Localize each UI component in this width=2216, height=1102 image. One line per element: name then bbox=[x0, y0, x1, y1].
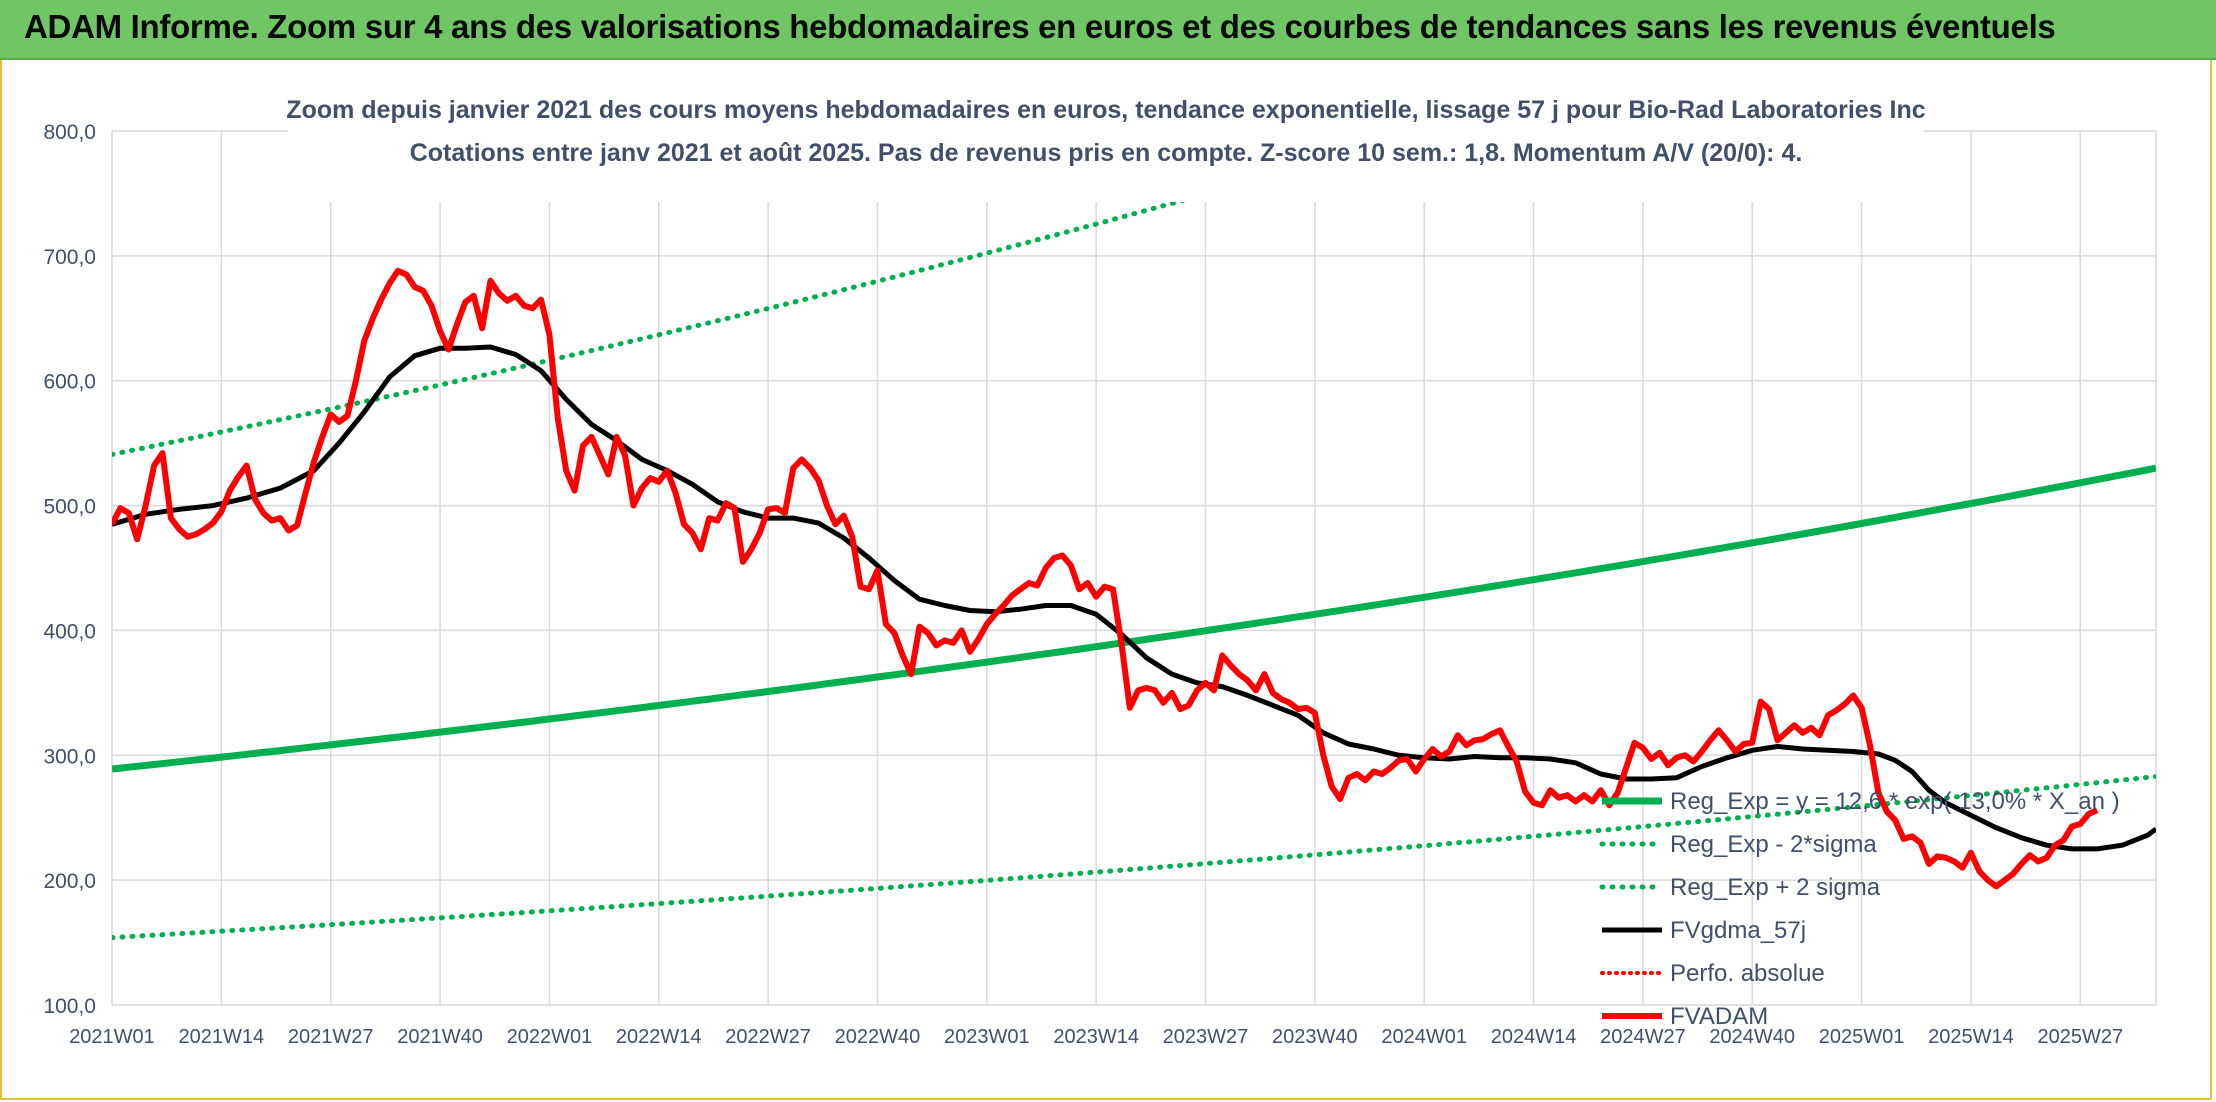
x-tick-label: 2024W40 bbox=[1709, 1026, 1795, 1048]
y-tick-label: 300,0 bbox=[43, 745, 96, 768]
x-tick-label: 2025W01 bbox=[1819, 1026, 1905, 1048]
legend-label: Reg_Exp + 2 sigma bbox=[1670, 874, 1881, 901]
legend-label: FVADAM bbox=[1670, 1003, 1768, 1030]
trend-lower-band bbox=[112, 774, 2156, 941]
x-tick-label: 2025W27 bbox=[2037, 1026, 2123, 1048]
chart-titles: Zoom depuis janvier 2021 des cours moyen… bbox=[286, 84, 1926, 202]
x-tick-label: 2024W01 bbox=[1381, 1026, 1467, 1048]
x-tick-label: 2024W14 bbox=[1491, 1026, 1577, 1048]
trend-line bbox=[112, 464, 2156, 773]
y-axis-labels: 800,0 700,0 600,0 500,0 400,0 300,0 200,0 100,0 bbox=[43, 121, 96, 1018]
x-tick-label: 2021W01 bbox=[69, 1026, 155, 1048]
chart-subtitle: Cotations entre janv 2021 et août 2025. … bbox=[410, 139, 1803, 167]
y-tick-label: 200,0 bbox=[43, 870, 96, 893]
x-tick-label: 2024W27 bbox=[1600, 1026, 1686, 1048]
y-tick-label: 400,0 bbox=[43, 620, 96, 643]
legend-label: Reg_Exp - 2*sigma bbox=[1670, 831, 1877, 858]
x-tick-label: 2021W27 bbox=[288, 1026, 374, 1048]
y-tick-label: 600,0 bbox=[43, 371, 96, 394]
price-line bbox=[112, 267, 2099, 890]
chart-title: Zoom depuis janvier 2021 des cours moyen… bbox=[286, 96, 1925, 124]
y-tick-label: 500,0 bbox=[43, 496, 96, 519]
grid-lines bbox=[111, 130, 2157, 1006]
x-tick-label: 2021W40 bbox=[397, 1026, 483, 1048]
x-tick-label: 2021W14 bbox=[179, 1026, 265, 1048]
x-tick-label: 2022W40 bbox=[835, 1026, 921, 1048]
x-tick-label: 2023W40 bbox=[1272, 1026, 1358, 1048]
x-tick-label: 2023W01 bbox=[944, 1026, 1030, 1048]
y-tick-label: 100,0 bbox=[43, 995, 96, 1018]
trend-upper-band bbox=[112, 127, 1447, 457]
x-tick-label: 2022W01 bbox=[507, 1026, 593, 1048]
title-backdrop bbox=[288, 84, 1924, 202]
legend-label: Perfo. absolue bbox=[1670, 960, 1825, 987]
x-tick-label: 2023W27 bbox=[1163, 1026, 1249, 1048]
banner-title: ADAM Informe. Zoom sur 4 ans des valoris… bbox=[24, 8, 2056, 45]
x-tick-label: 2025W14 bbox=[1928, 1026, 2014, 1048]
legend-label: Reg_Exp = y = 12,6 * exp( 13,0% * X_an ) bbox=[1670, 788, 2120, 815]
x-tick-label: 2023W14 bbox=[1053, 1026, 1139, 1048]
x-tick-label: 2022W14 bbox=[616, 1026, 702, 1048]
chart-frame: 800,0 700,0 600,0 500,0 400,0 300,0 200,0 100,0… bbox=[0, 60, 2212, 1100]
legend: Reg_Exp = y = 12,6 * exp( 13,0% * X_an )… bbox=[1599, 788, 2120, 1030]
x-tick-label: 2022W27 bbox=[725, 1026, 811, 1048]
line-chart: 800,0 700,0 600,0 500,0 400,0 300,0 200,0 100,0… bbox=[43, 84, 2157, 1048]
y-tick-label: 800,0 bbox=[43, 121, 96, 144]
series-lines bbox=[112, 127, 2156, 941]
title-banner: ADAM Informe. Zoom sur 4 ans des valoris… bbox=[0, 0, 2216, 60]
x-axis-labels: 2021W01 2021W14 2021W27 2021W40 2022W01 2022W… bbox=[69, 1026, 2123, 1048]
smoothed-line bbox=[112, 344, 2156, 852]
y-tick-label: 700,0 bbox=[43, 246, 96, 269]
legend-label: FVgdma_57j bbox=[1670, 917, 1806, 944]
